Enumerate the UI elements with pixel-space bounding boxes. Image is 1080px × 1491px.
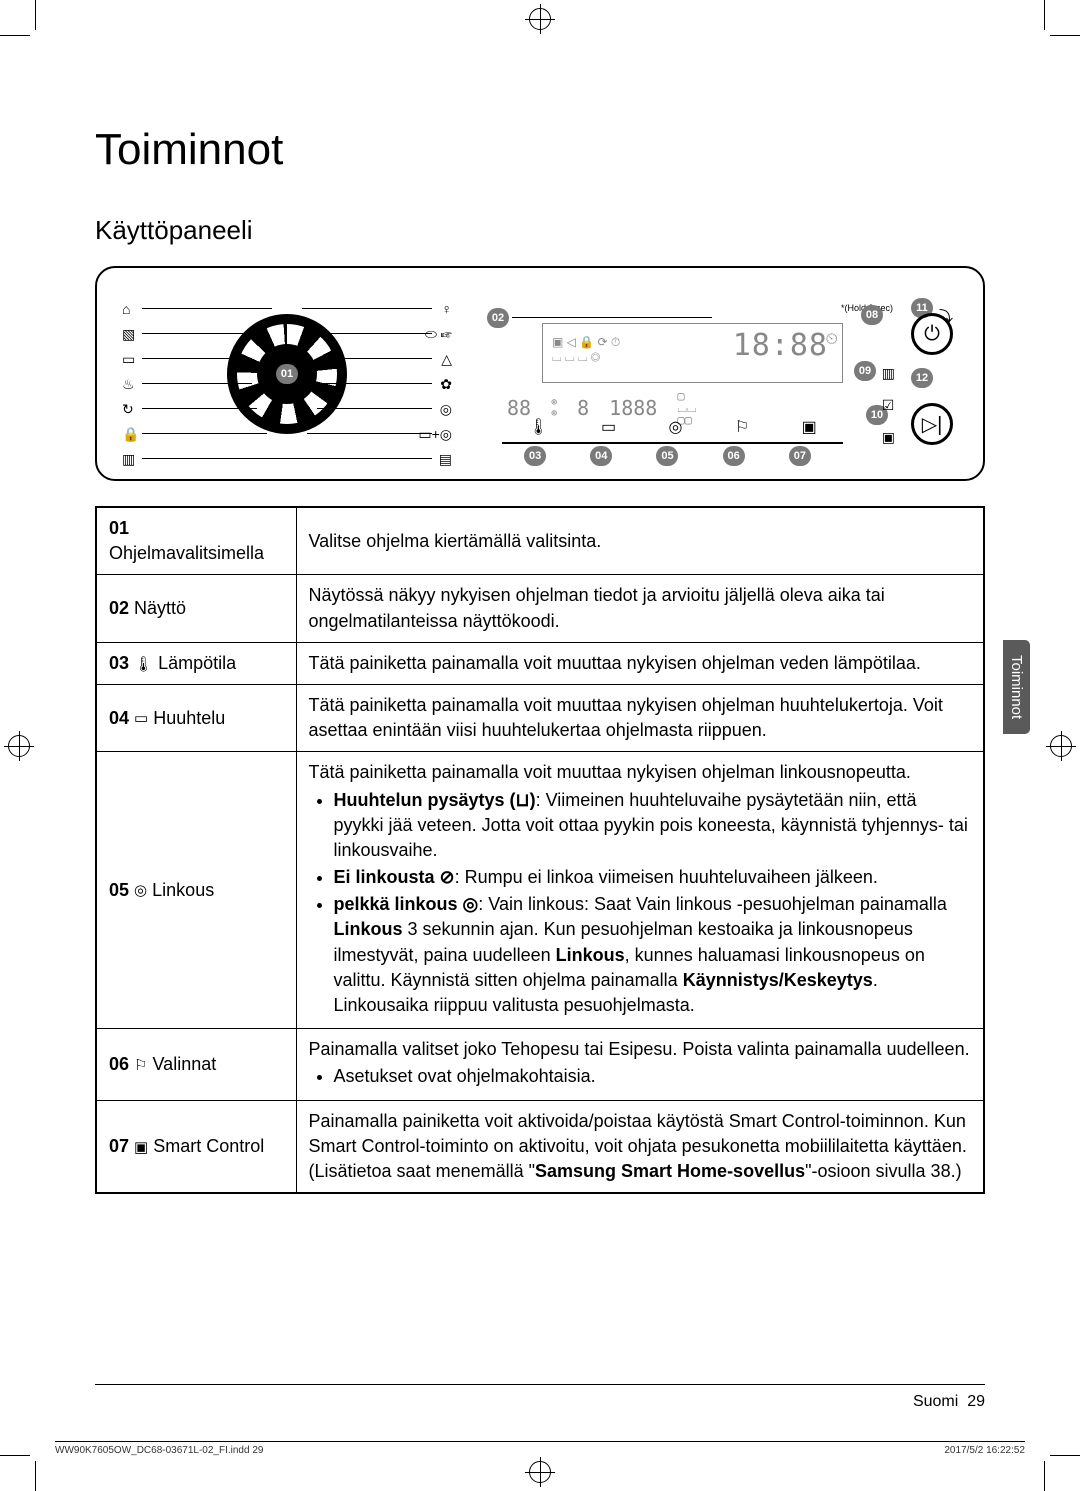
temp-icon: 🌡 [528,417,548,437]
dial-icon: ✿ [440,376,452,393]
options-icon: ⚐ [735,417,749,437]
row-num: 07 [109,1136,129,1156]
display-icons: ▣ ◁ 🔒 ⟳ ⏱⌴ ⌴ ⌴ ◎ [552,335,620,365]
dial-icon: ↻ [122,401,134,418]
display-section: *(Hold 3 sec) 02 08 11 ▣ ◁ 🔒 ⟳ ⏱⌴ ⌴ ⌴ ◎ … [482,293,963,454]
dial-icon: ◎ [440,401,452,418]
smart-icon: ▣ [802,417,817,437]
badge-07: 07 [789,446,811,466]
badge-02: 02 [487,308,509,328]
power-icon: ⏻ [924,323,940,346]
badge-03: 03 [524,446,546,466]
dial-section: 01 ⌂ ▧ ▭ ♨ ↻ 🔒 ▥ ♀ ⬭ ☞ △ ✿ ◎ ▭+◎ ▤ [117,293,457,454]
dial-icon: ▭+◎ [418,426,452,443]
row-num: 03 [109,653,129,673]
row-num: 05 [109,880,129,900]
dial-icon: ▭ [122,351,135,368]
row-label: Linkous [152,880,214,900]
start-pause-button: ▷| [911,403,953,445]
rinse-icon: ▭ [601,417,616,437]
badge-12: 12 [911,368,933,388]
spin-icon: ◎ [668,417,682,437]
spin-icon: ◎ [134,880,147,901]
row-desc: Valitse ohjelma kiertämällä valitsinta. [296,507,984,575]
play-icon: ▷| [922,412,943,437]
table-row: 04 ▭ Huuhtelu Tätä painiketta painamalla… [96,684,984,751]
badge-05: 05 [656,446,678,466]
row-num: 04 [109,708,129,728]
table-row: 02 Näyttö Näytössä näkyy nykyisen ohjelm… [96,575,984,642]
dial-icon: ♀ [442,301,453,317]
row-label: Ohjelmavalitsimella [109,543,264,563]
dial-icon: ♨ [122,376,135,393]
dial-icon: 🔒 [122,426,139,443]
row-label: Lämpötila [158,653,236,673]
badge-06: 06 [723,446,745,466]
row-desc: Tätä painiketta painamalla voit muuttaa … [296,752,984,1029]
page-footer: Suomi 29 [95,1384,985,1411]
row-label: Näyttö [134,598,186,618]
table-row: 01 Ohjelmavalitsimella Valitse ohjelma k… [96,507,984,575]
table-row: 06 ⚐ Valinnat Painamalla valitset joko T… [96,1029,984,1100]
table-row: 05 ◎ Linkous Tätä painiketta painamalla … [96,752,984,1029]
controls-table: 01 Ohjelmavalitsimella Valitse ohjelma k… [95,506,985,1194]
table-row: 07 ▣ Smart Control Painamalla painiketta… [96,1100,984,1193]
time-digits: 18:88 [733,328,828,363]
side-tab: Toiminnot [1003,640,1030,734]
badge-04: 04 [590,446,612,466]
control-panel-diagram: 01 ⌂ ▧ ▭ ♨ ↻ 🔒 ▥ ♀ ⬭ ☞ △ ✿ ◎ ▭+◎ ▤ *(Hol… [95,266,985,481]
dial-icon: △ [441,351,452,368]
badge-08: 08 [861,305,883,325]
dial-icon: ▧ [122,326,135,343]
right-icon: ▥ [882,365,895,382]
dial-icon: ▥ [122,451,135,468]
right-icon: ▣ [882,429,895,446]
row-num: 02 [109,598,129,618]
table-row: 03 🌡 Lämpötila Tätä painiketta painamall… [96,642,984,684]
row-num: 06 [109,1054,129,1074]
row-desc: Painamalla valitset joko Tehopesu tai Es… [296,1029,984,1100]
row-desc: Tätä painiketta painamalla voit muuttaa … [296,684,984,751]
row-desc: Painamalla painiketta voit aktivoida/poi… [296,1100,984,1193]
badge-01: 01 [276,364,298,384]
doc-footer: WW90K7605OW_DC68-03671L-02_FI.indd 29 20… [55,1441,1025,1456]
row-num: 01 [109,518,129,538]
row-label: Valinnat [153,1054,217,1074]
options-icon: ⚐ [134,1055,147,1076]
dial-icon: ▤ [439,451,452,468]
right-icon: ☑ [882,397,895,414]
dial-icon: ⌂ [122,301,130,317]
page-subtitle: Käyttöpaneeli [95,215,985,246]
row-desc: Tätä painiketta painamalla voit muuttaa … [296,642,984,684]
dial-icon: ⬭ ☞ [425,326,452,343]
row-desc: Näytössä näkyy nykyisen ohjelman tiedot … [296,575,984,642]
row-label: Huuhtelu [153,708,225,728]
row-label: Smart Control [153,1136,264,1156]
badge-09: 09 [854,361,876,381]
page-title: Toiminnot [95,125,985,175]
rinse-icon: ▭ [134,708,148,729]
temp-icon: 🌡 [134,654,153,675]
smart-control-icon: ▣ [134,1137,148,1158]
